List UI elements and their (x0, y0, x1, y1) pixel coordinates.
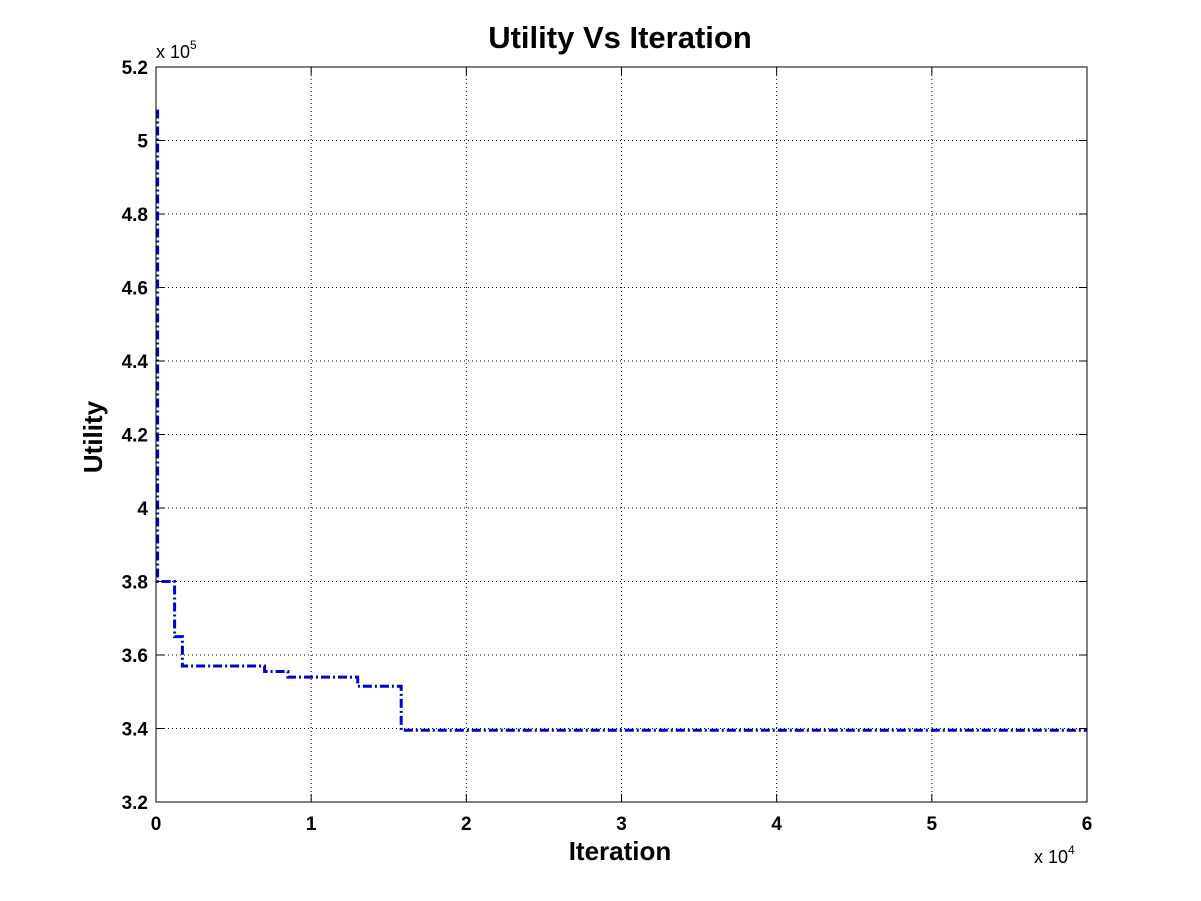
y-tick-label: 5 (137, 132, 148, 153)
x-tick-label: 0 (151, 814, 162, 835)
y-tick-label: 4.4 (122, 352, 149, 373)
x-tick-label: 4 (771, 814, 782, 835)
grid (156, 67, 1087, 802)
y-axis-multiplier: x 105 (156, 38, 197, 62)
x-multiplier-exponent: 4 (1068, 843, 1075, 857)
x-tick-label: 3 (616, 814, 627, 835)
x-axis-multiplier: x 104 (1034, 843, 1075, 867)
y-tick-label: 4.2 (122, 426, 148, 447)
x-axis-label: Iteration (569, 836, 672, 866)
y-tick-label: 3.6 (122, 646, 148, 667)
y-tick-label: 4 (137, 499, 148, 520)
x-tick-label: 5 (927, 814, 938, 835)
line-series (156, 109, 1087, 732)
y-tick-label: 4.6 (122, 279, 148, 300)
x-multiplier-base: x 10 (1034, 847, 1068, 867)
x-tick-label: 6 (1082, 814, 1093, 835)
y-tick-label: 3.2 (122, 793, 148, 814)
series-line (156, 109, 1087, 732)
y-tick-label: 3.4 (122, 720, 149, 741)
y-multiplier-exponent: 5 (190, 38, 197, 52)
y-tick-label: 3.8 (122, 573, 148, 594)
y-multiplier-base: x 10 (156, 42, 190, 62)
chart-title: Utility Vs Iteration (488, 20, 752, 55)
y-axis-label: Utility (78, 400, 108, 473)
y-tick-label: 4.8 (122, 205, 148, 226)
ticks: 0 1 2 3 4 5 6 3.2 3.4 3.6 3.8 4 4.2 4.4 4.6 4.8 5 5.2 (122, 58, 1093, 835)
x-tick-label: 1 (306, 814, 317, 835)
y-tick-label: 5.2 (122, 58, 148, 79)
x-tick-label: 2 (461, 814, 472, 835)
